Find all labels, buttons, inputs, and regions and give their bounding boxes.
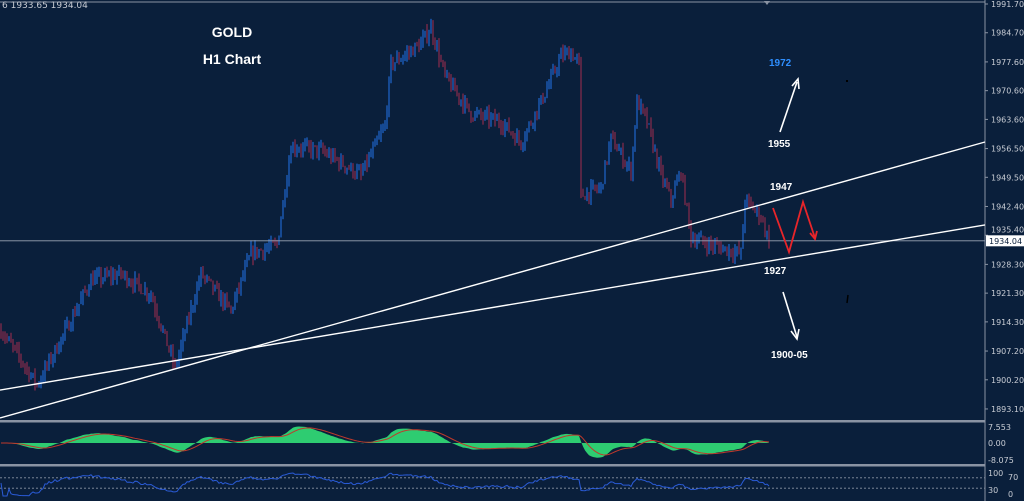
- macd-panel: [0, 426, 770, 458]
- price-axis: 1991.70 1984.70 1977.60 1970.60 1963.60 1956.…: [985, 0, 1024, 414]
- stray-mark: [846, 294, 849, 304]
- down-arrow-icon: [782, 291, 798, 338]
- rsi-tick-label: 30: [988, 486, 998, 495]
- ohlc-readout: 6 1933.65 1934.04: [2, 1, 88, 11]
- price-tick-label: 1921.30: [991, 289, 1024, 298]
- down-arrow-head-icon: [790, 328, 800, 341]
- price-tick-label: 1935.40: [991, 225, 1024, 234]
- price-tick-label: 1984.70: [991, 29, 1024, 38]
- price-tick-label: 1977.60: [991, 58, 1024, 67]
- price-tick-label: 1914.30: [991, 318, 1024, 327]
- rsi-tick-label: 100: [988, 469, 1003, 478]
- current-price-label: 1934.04: [989, 237, 1022, 246]
- panel-separator[interactable]: [0, 420, 985, 423]
- price-tick-label: 1991.70: [991, 0, 1024, 9]
- macd-signal-line: [0, 427, 770, 456]
- up-arrow-head-icon: [791, 77, 800, 90]
- price-tick-label: 1963.60: [991, 115, 1024, 124]
- price-tick-label: 1893.10: [991, 405, 1024, 414]
- trendline: [0, 224, 986, 391]
- panel-separator[interactable]: [0, 464, 985, 467]
- target-down-label: 1900-05: [771, 350, 808, 361]
- current-price-box: [986, 235, 1024, 247]
- rsi-tick-label: 70: [1008, 473, 1018, 482]
- price-tick-label: 1907.20: [991, 347, 1024, 356]
- macd-tick-label: 0.00: [988, 439, 1006, 448]
- rsi-panel: [0, 472, 985, 497]
- price-tick-label: 1900.20: [991, 376, 1024, 385]
- zigzag-arrow-head-icon: [809, 230, 818, 241]
- macd-tick-label: -8.075: [988, 456, 1014, 465]
- indicator-axis: 7.553 0.00 -8.075 100 70 30 0: [988, 423, 1018, 499]
- macd-tick-label: 7.553: [988, 423, 1011, 432]
- level-1955-label: 1955: [768, 139, 791, 150]
- target-up-label: 1972: [769, 58, 792, 69]
- rsi-tick-label: 0: [1008, 490, 1013, 499]
- macd-histogram: [0, 426, 769, 458]
- price-tick-label: 1956.50: [991, 145, 1024, 154]
- chart-shift-marker-icon[interactable]: [764, 1, 770, 5]
- forecast-arrows: [772, 77, 849, 341]
- price-tick-label: 1949.50: [991, 173, 1024, 182]
- trendline: [0, 141, 986, 419]
- stray-mark: [846, 80, 848, 82]
- chart-title: GOLD: [211, 24, 253, 40]
- trendlines-group: [0, 141, 986, 419]
- level-1927-label: 1927: [764, 266, 787, 277]
- candles-group: [0, 18, 770, 391]
- price-tick-label: 1942.40: [991, 202, 1024, 211]
- forecast-zigzag: [772, 198, 816, 255]
- price-tick-label: 1928.30: [991, 260, 1024, 269]
- up-arrow-icon: [779, 81, 798, 133]
- chart-subtitle: H1 Chart: [202, 51, 262, 67]
- rsi-line: [0, 472, 770, 497]
- level-1947-label: 1947: [770, 182, 793, 193]
- price-tick-label: 1970.60: [991, 87, 1024, 96]
